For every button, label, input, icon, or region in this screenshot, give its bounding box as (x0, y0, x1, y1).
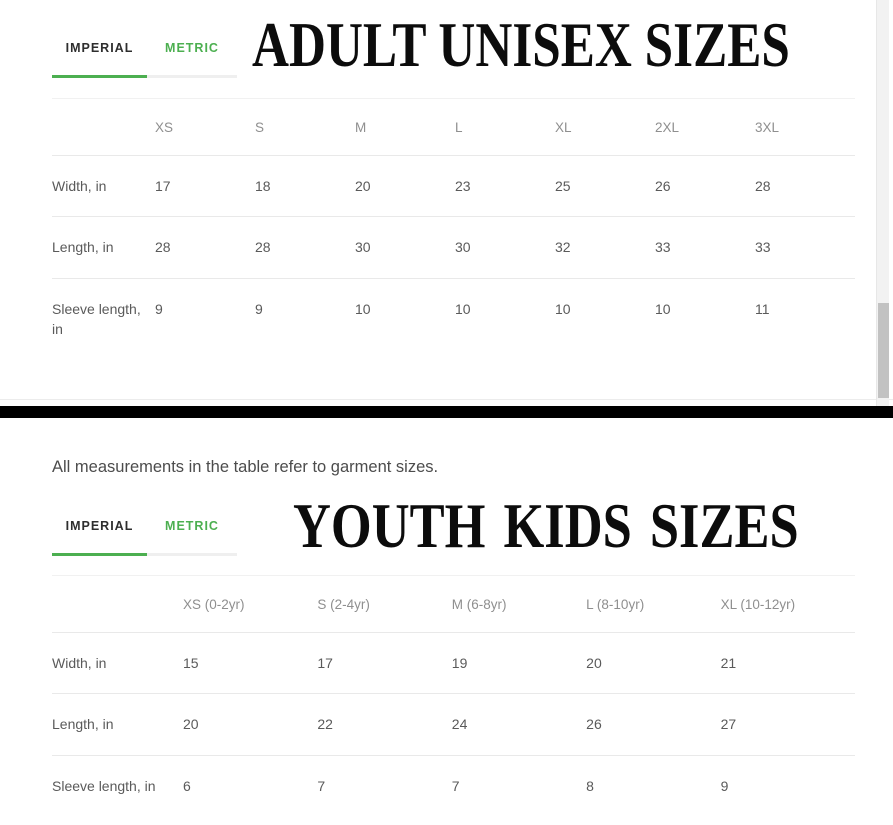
size-value-cell: 28 (155, 216, 255, 279)
size-value-cell: 9 (155, 300, 163, 317)
size-value-cell: 32 (555, 216, 655, 279)
size-column-header: M (6-8yr) (451, 575, 587, 633)
size-value-cell: 17 (317, 632, 452, 695)
size-value-cell: 11 (755, 300, 770, 317)
size-value-cell: 20 (355, 155, 455, 218)
size-value-cell: 33 (755, 216, 855, 279)
table-row: Sleeve length, in 9 9 10 10 10 10 11 (52, 278, 855, 359)
row-label: Length, in (52, 693, 183, 756)
header-row: XS (0-2yr) S (2-4yr) M (6-8yr) L (8-10yr) XL… (52, 575, 855, 633)
section-divider-bar (0, 406, 893, 418)
tab-underline-track (52, 553, 237, 556)
tab-imperial[interactable]: IMPERIAL (65, 41, 134, 55)
size-value-cell: 21 (720, 632, 855, 695)
size-value-cell: 19 (451, 632, 587, 695)
adult-scrollbar-track[interactable] (876, 0, 889, 407)
row-label: Length, in (52, 216, 155, 279)
adult-sizes-title: ADULT UNISEX SIZES (252, 9, 790, 80)
youth-sizes-panel: All measurements in the table refer to g… (0, 418, 893, 825)
size-value-cell: 10 (355, 300, 371, 317)
youth-sizes-title: YOUTH KIDS SIZES (293, 490, 799, 561)
size-value-cell: 15 (183, 632, 318, 695)
size-value-cell: 18 (255, 155, 355, 218)
size-value-cell: 17 (155, 155, 255, 218)
tab-metric[interactable]: METRIC (165, 519, 219, 533)
youth-unit-tabs: IMPERIAL METRIC (52, 516, 237, 556)
tab-underline-track (52, 75, 237, 78)
size-value-cell: 7 (317, 777, 326, 794)
row-label: Sleeve length, in (52, 777, 156, 794)
size-value-cell: 30 (455, 216, 555, 279)
table-row: Sleeve length, in 6 7 7 8 9 (52, 755, 855, 816)
size-value-cell: 33 (655, 216, 755, 279)
size-column-header: XS (155, 98, 255, 156)
size-value-cell: 25 (555, 155, 655, 218)
size-column-header: L (455, 98, 555, 156)
table-row: Length, in 20 22 24 26 27 (52, 693, 855, 756)
size-value-cell: 9 (720, 777, 729, 794)
row-label: Width, in (52, 632, 183, 695)
tab-metric[interactable]: METRIC (165, 41, 219, 55)
size-column-header: XL (10-12yr) (720, 575, 855, 633)
active-tab-indicator (52, 553, 147, 556)
adult-scrollbar-thumb[interactable] (878, 303, 889, 398)
size-value-cell: 9 (255, 300, 263, 317)
size-column-header: M (355, 98, 455, 156)
tab-imperial[interactable]: IMPERIAL (65, 519, 134, 533)
size-value-cell: 8 (586, 777, 594, 794)
size-value-cell: 6 (183, 777, 191, 794)
adult-unit-tabs: IMPERIAL METRIC (52, 38, 237, 78)
size-column-header: XL (555, 98, 655, 156)
size-column-header: XS (0-2yr) (183, 575, 318, 633)
measurements-note: All measurements in the table refer to g… (52, 458, 439, 476)
size-value-cell: 27 (720, 693, 855, 756)
size-column-header: S (2-4yr) (317, 575, 452, 633)
size-value-cell: 30 (355, 216, 455, 279)
size-value-cell: 28 (255, 216, 355, 279)
size-value-cell: 10 (455, 300, 471, 317)
adult-size-table: XS S M L XL 2XL 3XL Width, in 17 18 20 23 25 26 28 Leng… (52, 98, 855, 359)
size-value-cell: 24 (451, 693, 587, 756)
active-tab-indicator (52, 75, 147, 78)
row-label: Width, in (52, 155, 155, 218)
size-column-header: S (255, 98, 355, 156)
youth-size-table: XS (0-2yr) S (2-4yr) M (6-8yr) L (8-10yr) XL… (52, 575, 855, 816)
row-label-header (52, 575, 183, 633)
header-row: XS S M L XL 2XL 3XL (52, 98, 855, 156)
size-value-cell: 22 (317, 693, 452, 756)
size-value-cell: 26 (586, 693, 721, 756)
table-row: Width, in 17 18 20 23 25 26 28 (52, 155, 855, 218)
size-value-cell: 23 (455, 155, 555, 218)
table-row: Width, in 15 17 19 20 21 (52, 632, 855, 695)
size-value-cell: 7 (451, 777, 460, 794)
tab-labels-row: IMPERIAL METRIC (52, 38, 237, 58)
size-column-header: 3XL (755, 98, 855, 156)
table-row: Length, in 28 28 30 30 32 33 33 (52, 216, 855, 279)
size-value-cell: 20 (183, 693, 318, 756)
size-column-header: L (8-10yr) (586, 575, 721, 633)
panel-bottom-hairline (0, 399, 893, 400)
tab-labels-row: IMPERIAL METRIC (52, 516, 237, 536)
size-value-cell: 10 (655, 300, 671, 317)
adult-sizes-panel: IMPERIAL METRIC ADULT UNISEX SIZES XS S M L… (0, 0, 893, 407)
row-label-header (52, 98, 155, 156)
size-value-cell: 10 (555, 300, 571, 317)
size-value-cell: 26 (655, 155, 755, 218)
row-label: Sleeve length, in (52, 300, 141, 337)
size-column-header: 2XL (655, 98, 755, 156)
size-value-cell: 28 (755, 155, 855, 218)
size-value-cell: 20 (586, 632, 721, 695)
